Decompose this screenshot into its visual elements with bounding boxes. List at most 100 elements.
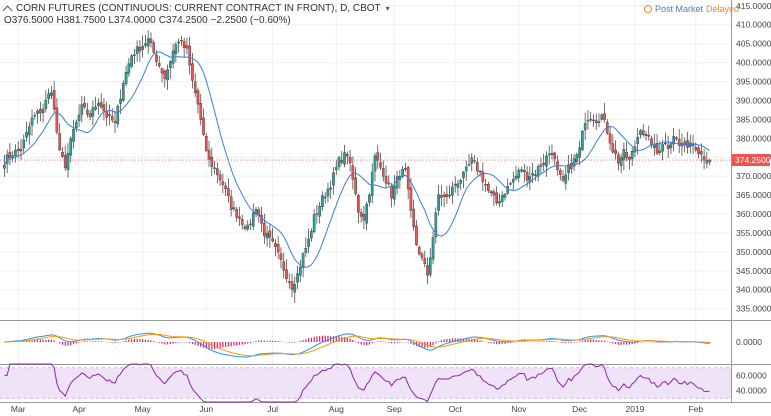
candle[interactable]	[592, 114, 595, 128]
candle[interactable]	[661, 139, 664, 160]
candle[interactable]	[423, 250, 427, 268]
candle[interactable]	[193, 73, 197, 98]
candle[interactable]	[575, 152, 579, 164]
candle[interactable]	[318, 202, 321, 224]
candle[interactable]	[467, 154, 471, 167]
candle[interactable]	[603, 102, 606, 123]
candle[interactable]	[74, 119, 78, 133]
candle[interactable]	[77, 104, 81, 128]
candle[interactable]	[240, 214, 244, 230]
candle[interactable]	[33, 112, 37, 120]
candle[interactable]	[647, 125, 651, 141]
candle[interactable]	[69, 136, 73, 163]
candle[interactable]	[332, 167, 335, 195]
candle[interactable]	[52, 81, 56, 114]
candle[interactable]	[321, 191, 324, 211]
candle[interactable]	[227, 178, 230, 203]
candle[interactable]	[583, 112, 587, 140]
candle[interactable]	[246, 220, 250, 232]
candle[interactable]	[395, 170, 399, 195]
candle[interactable]	[218, 169, 222, 187]
candle[interactable]	[299, 260, 302, 283]
candle[interactable]	[381, 160, 385, 182]
candle[interactable]	[500, 191, 504, 207]
candle[interactable]	[249, 218, 252, 230]
candle[interactable]	[11, 151, 14, 163]
candle[interactable]	[271, 227, 274, 243]
candle[interactable]	[589, 111, 592, 122]
candle[interactable]	[196, 87, 200, 114]
candle[interactable]	[464, 160, 468, 181]
candle[interactable]	[290, 273, 294, 298]
candle[interactable]	[343, 144, 346, 168]
candle[interactable]	[41, 103, 45, 123]
candle[interactable]	[619, 153, 623, 174]
candle[interactable]	[572, 153, 576, 172]
candle[interactable]	[697, 144, 700, 159]
candle[interactable]	[72, 120, 75, 149]
candle[interactable]	[564, 165, 568, 190]
candle[interactable]	[437, 185, 440, 216]
candle[interactable]	[146, 30, 150, 54]
candle[interactable]	[224, 182, 227, 197]
candle[interactable]	[232, 200, 236, 212]
chevron-down-icon[interactable]: ▾	[385, 4, 390, 13]
candle[interactable]	[608, 125, 612, 151]
candle[interactable]	[157, 55, 161, 69]
candle[interactable]	[558, 167, 562, 181]
candle[interactable]	[611, 134, 615, 154]
candle[interactable]	[675, 135, 678, 142]
candle[interactable]	[666, 135, 670, 159]
candle[interactable]	[63, 145, 67, 171]
candle[interactable]	[287, 273, 291, 289]
candle[interactable]	[61, 147, 64, 158]
candle[interactable]	[144, 34, 147, 49]
candle[interactable]	[141, 35, 144, 58]
candle[interactable]	[293, 276, 297, 304]
candle[interactable]	[94, 96, 97, 111]
candle[interactable]	[376, 145, 380, 169]
candle[interactable]	[296, 265, 299, 290]
candle[interactable]	[594, 113, 598, 131]
candle[interactable]	[282, 252, 286, 278]
candle[interactable]	[97, 98, 100, 115]
candle[interactable]	[561, 170, 565, 183]
candle[interactable]	[691, 134, 695, 154]
candle[interactable]	[453, 176, 457, 193]
candle[interactable]	[708, 158, 711, 166]
candle[interactable]	[420, 251, 424, 261]
candle[interactable]	[639, 128, 642, 139]
candle[interactable]	[323, 192, 327, 204]
candle[interactable]	[185, 37, 189, 55]
candle[interactable]	[50, 85, 53, 100]
candle[interactable]	[600, 113, 604, 121]
candle[interactable]	[210, 147, 214, 177]
candle[interactable]	[440, 184, 443, 206]
candle[interactable]	[412, 199, 415, 231]
candle[interactable]	[58, 123, 61, 152]
candle[interactable]	[442, 191, 446, 208]
candle[interactable]	[307, 228, 310, 254]
candle[interactable]	[265, 225, 269, 247]
candle[interactable]	[362, 206, 366, 230]
candle[interactable]	[426, 257, 429, 284]
candle[interactable]	[268, 223, 272, 248]
candle[interactable]	[337, 155, 341, 171]
candle[interactable]	[221, 173, 225, 194]
candle[interactable]	[481, 162, 485, 191]
candle[interactable]	[622, 142, 626, 171]
candle[interactable]	[16, 141, 20, 158]
candle[interactable]	[138, 40, 142, 62]
candle[interactable]	[301, 252, 305, 278]
candle[interactable]	[8, 143, 12, 166]
candle[interactable]	[340, 150, 344, 165]
candle[interactable]	[304, 237, 308, 257]
candle[interactable]	[204, 133, 208, 152]
candle[interactable]	[163, 69, 167, 88]
candle[interactable]	[431, 230, 435, 265]
candle[interactable]	[238, 206, 241, 227]
candle[interactable]	[702, 148, 706, 170]
candle[interactable]	[553, 151, 557, 166]
candle[interactable]	[83, 96, 86, 110]
candle[interactable]	[370, 163, 374, 204]
